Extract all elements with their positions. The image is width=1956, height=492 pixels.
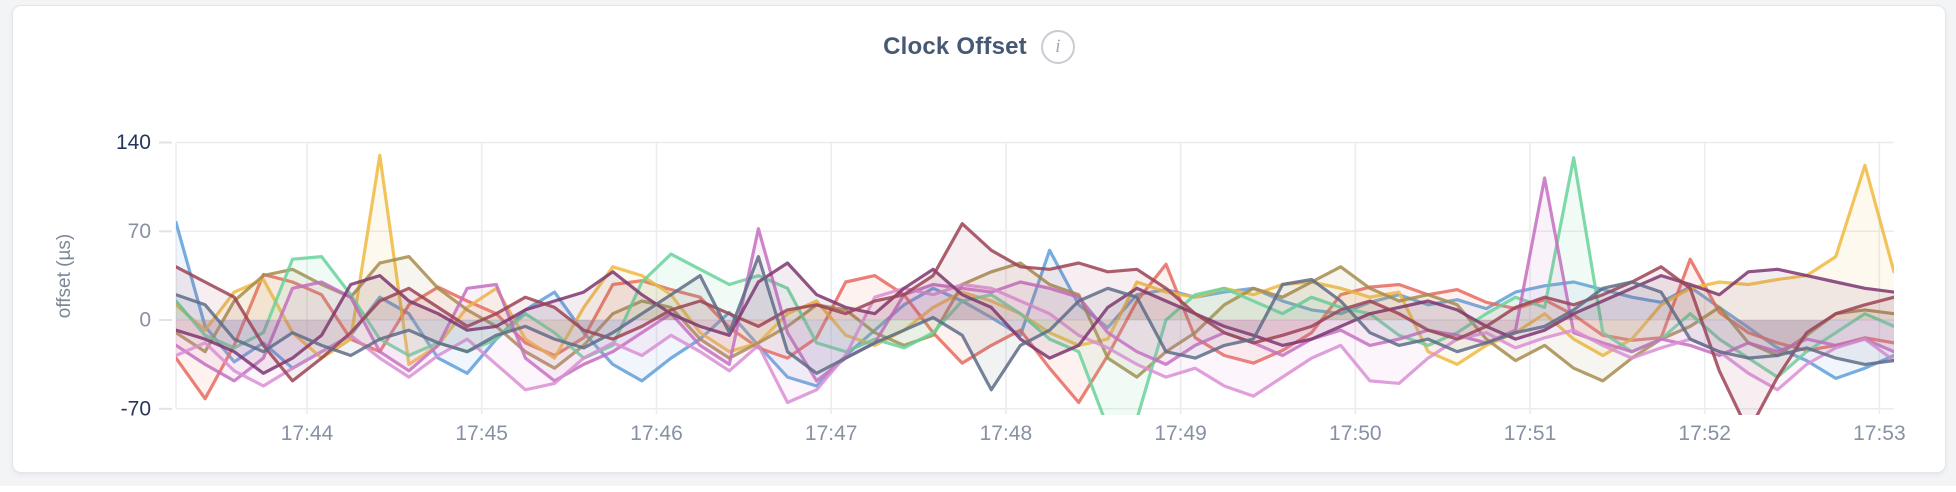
series-group xyxy=(176,153,1894,415)
series-orchid-line xyxy=(176,176,1894,383)
chart-header: Clock Offset i xyxy=(13,30,1945,64)
clock-offset-chart[interactable]: offset (µs) 140 70 0 -70 17:44 17:45 17:46 17:47… xyxy=(13,6,1956,492)
series-olive-area xyxy=(176,256,1894,381)
series-salmon-area xyxy=(176,259,1894,403)
series-slate-line xyxy=(176,255,1894,392)
info-icon[interactable]: i xyxy=(1040,30,1075,64)
x-tick-label: 17:52 xyxy=(1678,422,1731,445)
series-purple-area xyxy=(176,263,1894,374)
series-maroon-line xyxy=(176,222,1894,415)
x-tick-label: 17:53 xyxy=(1853,422,1906,445)
chart-svg[interactable]: offset (µs) 140 70 0 -70 17:44 17:45 17:46 17:47… xyxy=(13,6,1956,492)
y-tick-label: 0 xyxy=(139,309,151,332)
series-green-area xyxy=(176,157,1894,415)
series-purple-line xyxy=(176,261,1894,375)
series-slate-area xyxy=(176,256,1894,390)
x-tick-label: 17:46 xyxy=(630,422,683,445)
x-tick-label: 17:47 xyxy=(805,422,858,445)
x-tick-label: 17:48 xyxy=(980,422,1033,445)
series-plum-line xyxy=(176,282,1894,405)
x-tick-label: 17:50 xyxy=(1329,422,1382,445)
info-icon-glyph: i xyxy=(1055,35,1061,57)
x-tick-label: 17:51 xyxy=(1504,422,1557,445)
y-tick-label: 140 xyxy=(116,131,151,154)
x-tick-label: 17:44 xyxy=(281,422,334,445)
clock-offset-card: Clock Offset i offset (µs) 140 70 0 -70 17:44… xyxy=(12,5,1946,473)
series-orchid-area xyxy=(176,178,1894,381)
series-gold-line xyxy=(176,153,1894,366)
y-axis-title: offset (µs) xyxy=(54,234,75,319)
y-tick-label: -70 xyxy=(121,397,151,420)
series-gold-area xyxy=(176,155,1894,365)
x-tick-label: 17:45 xyxy=(455,422,508,445)
y-tick-label: 70 xyxy=(128,220,151,243)
series-olive-line xyxy=(176,255,1894,383)
series-maroon-area xyxy=(176,223,1894,415)
chart-title: Clock Offset xyxy=(883,33,1027,60)
x-tick-label: 17:49 xyxy=(1154,422,1207,445)
